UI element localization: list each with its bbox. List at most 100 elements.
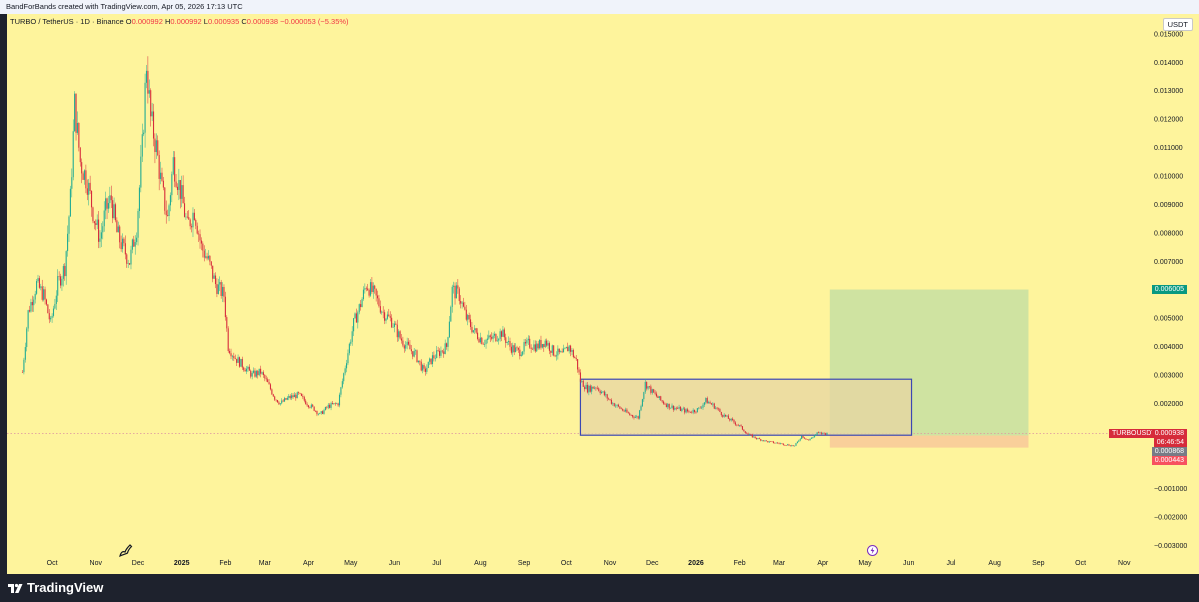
candle-body: [99, 238, 101, 242]
candle-body: [799, 438, 801, 441]
candle-body: [413, 350, 415, 357]
range-box[interactable]: [579, 378, 913, 436]
candle-body: [353, 318, 355, 332]
candle-body: [582, 380, 584, 387]
candle-body: [341, 381, 343, 388]
candle-body: [458, 288, 460, 302]
candle-body: [150, 90, 152, 117]
candle-body: [610, 399, 612, 404]
candle-body: [431, 355, 434, 365]
candle-body: [417, 360, 419, 363]
candle-body: [268, 382, 270, 385]
candle-body: [207, 255, 210, 259]
x-axis-tick-label: Feb: [219, 560, 231, 567]
candle-body: [344, 368, 346, 374]
candle-body: [152, 111, 155, 139]
candle-body: [261, 372, 263, 374]
candle-body: [596, 387, 598, 389]
candle-body: [195, 219, 197, 226]
price-chart[interactable]: 0.015000 0.014000 0.013000 0.012000 0.011000…: [7, 14, 1199, 574]
candle-body: [30, 302, 32, 312]
candle-body: [157, 140, 159, 156]
candle-body: [536, 343, 538, 352]
candle-body: [216, 284, 218, 294]
candle-body: [427, 361, 429, 369]
candle-body: [262, 372, 264, 376]
candle-body: [802, 435, 804, 438]
candle-body: [271, 389, 273, 395]
y-axis-tick-label: −0.003000: [1154, 543, 1187, 550]
candle-body: [72, 131, 74, 178]
candle-body: [451, 286, 453, 307]
candle-body: [436, 350, 438, 359]
x-axis-tick-label: Jun: [903, 560, 914, 567]
candle-body: [661, 400, 663, 402]
candle-body: [544, 340, 546, 348]
candle-body: [438, 350, 441, 356]
chart-pane[interactable]: 0.015000 0.014000 0.013000 0.012000 0.011000…: [7, 14, 1199, 574]
candle-body: [143, 132, 145, 135]
candle-body: [237, 357, 239, 363]
candle-body: [244, 369, 246, 372]
candle-body: [702, 404, 704, 408]
candle-body: [485, 339, 487, 345]
candle-body: [37, 278, 39, 282]
candle-body: [329, 404, 331, 408]
legend-symbol[interactable]: TURBO / TetherUS · 1D · Binance: [10, 17, 124, 26]
candle-body: [491, 337, 493, 339]
candle-body: [426, 368, 428, 372]
candle-body: [286, 397, 288, 400]
candle-body: [443, 351, 445, 355]
candle-body: [598, 388, 600, 392]
lightning-icon[interactable]: [867, 545, 878, 556]
candle-body: [533, 344, 535, 350]
long-position-stop-zone[interactable]: [829, 435, 1029, 448]
x-axis-tick-label: Aug: [988, 560, 1001, 567]
candle-body: [210, 261, 212, 266]
candle-body: [392, 326, 394, 328]
candle-body: [734, 422, 736, 425]
candle-body: [28, 310, 31, 312]
candle-body: [226, 317, 228, 329]
candle-body: [531, 348, 534, 350]
candle-body: [691, 412, 693, 414]
candle-body: [34, 293, 36, 300]
pencil-icon[interactable]: [117, 541, 135, 559]
x-axis-tick-label: Jul: [432, 560, 441, 567]
candle-body: [572, 350, 574, 358]
candle-body: [129, 263, 131, 265]
candle-body: [281, 400, 283, 404]
candle-body: [245, 368, 248, 372]
candle-body: [777, 442, 779, 444]
candle-body: [399, 331, 401, 339]
candle-body: [412, 351, 414, 357]
candle-body: [599, 391, 601, 394]
candle-body: [617, 404, 620, 407]
candle-body: [685, 409, 687, 413]
candle-body: [385, 318, 387, 321]
candle-body: [726, 415, 728, 417]
candle-body: [120, 242, 122, 250]
candle-body: [612, 403, 614, 404]
candle-body: [368, 289, 370, 296]
candle-body: [293, 394, 295, 398]
candle-body: [730, 418, 732, 421]
y-axis-tick-label: 0.011000: [1154, 145, 1183, 152]
candle-body: [255, 371, 257, 377]
candle-body: [361, 299, 363, 308]
candle-body: [517, 348, 519, 350]
candle-body: [90, 190, 93, 208]
candle-body: [326, 406, 328, 408]
x-axis-tick-label: Nov: [90, 560, 103, 567]
candle-body: [254, 370, 256, 377]
candle-body: [753, 436, 755, 438]
y-axis-tick-label: 0.015000: [1154, 31, 1183, 38]
candle-body: [561, 351, 563, 353]
tradingview-brand[interactable]: TradingView: [27, 580, 104, 595]
candle-body: [191, 226, 193, 228]
currency-selector[interactable]: USDT: [1162, 18, 1193, 31]
candle-body: [613, 403, 615, 407]
candle-body: [630, 414, 632, 416]
candle-body: [162, 180, 164, 188]
candle-body: [165, 210, 167, 216]
